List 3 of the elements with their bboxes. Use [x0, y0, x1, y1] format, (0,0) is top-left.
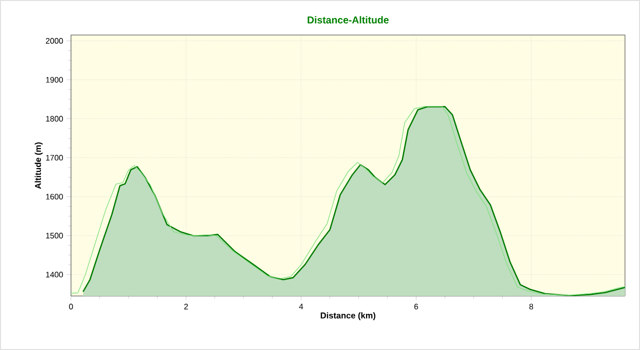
- y-axis-title: Altitude (m): [34, 142, 43, 189]
- chart-title: Distance-Altitude: [308, 16, 389, 24]
- x-axis-title: Distance (km): [320, 312, 376, 320]
